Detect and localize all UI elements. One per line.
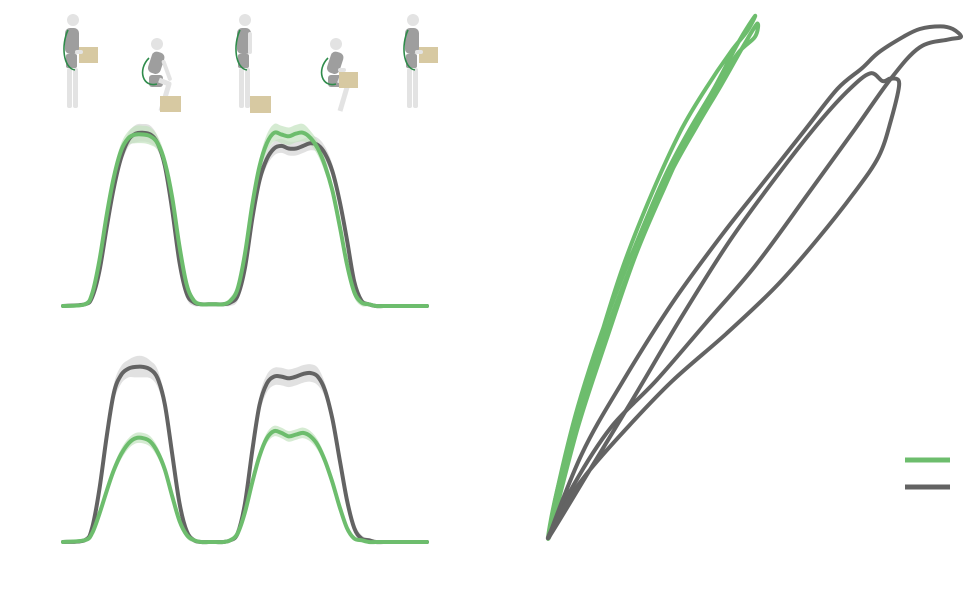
right-panel — [545, 13, 964, 541]
head-icon — [151, 38, 163, 50]
phase-icons — [63, 14, 438, 113]
hip-icon — [238, 54, 249, 68]
head-icon — [407, 14, 419, 26]
arm-icon — [161, 59, 172, 81]
legend — [905, 457, 950, 490]
arm-icon — [338, 68, 346, 72]
box-icon — [339, 72, 358, 88]
strap-icon — [63, 29, 76, 71]
head-icon — [239, 14, 251, 26]
torso-icon — [147, 51, 165, 74]
torso-icon — [237, 28, 251, 54]
bottom-left-panel — [61, 355, 429, 545]
phase-icon-1-stand-holding-box — [63, 14, 98, 108]
strap-icon — [320, 57, 337, 86]
torso-icon — [405, 28, 419, 54]
leg-icon — [73, 68, 78, 108]
strap-icon — [235, 29, 248, 71]
leg-icon — [67, 68, 72, 108]
phase-icon-2-squat-near-box — [141, 38, 181, 112]
bottom-left-line-green — [61, 428, 429, 545]
top-left-line-green — [61, 130, 429, 309]
arm-icon — [415, 50, 423, 54]
bottom-left-band-green — [63, 425, 427, 543]
leg-icon — [407, 68, 412, 108]
hip-icon — [406, 54, 417, 68]
arm-icon — [75, 50, 83, 54]
leg-icon — [245, 68, 250, 108]
strap-icon — [403, 29, 416, 71]
leg-icon — [413, 68, 418, 108]
top-left-panel — [61, 123, 429, 309]
top-left-band-green — [63, 123, 427, 307]
top-left-band-gray — [63, 123, 427, 307]
box-icon — [79, 47, 98, 63]
phase-icon-4-squat-holding-box — [320, 38, 358, 112]
head-icon — [330, 38, 342, 50]
arm-icon — [248, 32, 252, 54]
loop-gray-1 — [546, 24, 964, 540]
strap-icon — [141, 57, 158, 86]
box-icon — [160, 96, 181, 112]
box-icon — [419, 47, 438, 63]
loop-gray-2 — [545, 71, 902, 541]
hip-icon — [66, 54, 77, 68]
torso-icon — [65, 28, 79, 54]
leg-icon — [239, 68, 244, 108]
phase-icon-3-stand-box-on-floor — [235, 14, 271, 113]
box-icon — [250, 96, 271, 113]
loop-green-2 — [546, 21, 761, 541]
phase-icon-5-stand-holding-box — [403, 14, 438, 108]
head-icon — [67, 14, 79, 26]
loop-green-1 — [546, 13, 758, 541]
